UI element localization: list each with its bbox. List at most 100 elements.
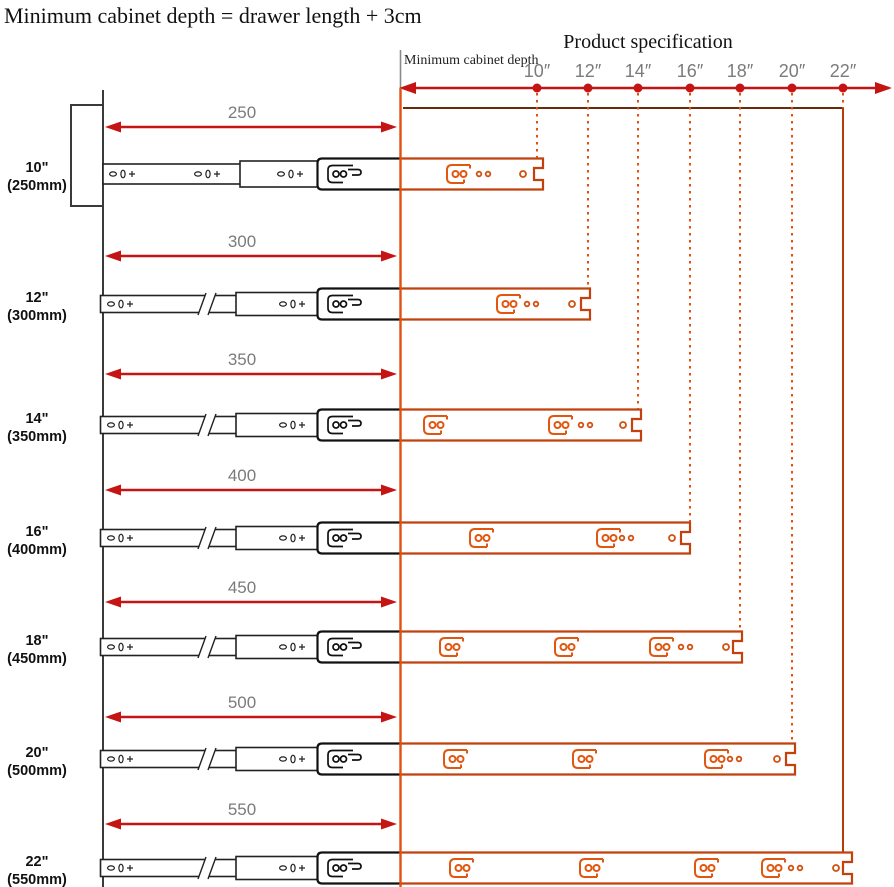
- row-size-label: 18": [25, 633, 48, 649]
- dim-arrow: [105, 368, 397, 380]
- slide-mid-rail: [235, 855, 322, 881]
- slide-mid-rail: [235, 291, 322, 317]
- dim-value: 300: [228, 232, 256, 251]
- screw-hole: [618, 534, 626, 542]
- screw-hole: [832, 864, 840, 872]
- dim-arrow: [105, 121, 397, 133]
- tick-label-10: 10″: [524, 61, 551, 81]
- screw-hole: [577, 421, 585, 429]
- tick-label-20: 20″: [779, 61, 806, 81]
- row-16-inch: 16" (400mm) 400: [7, 466, 692, 558]
- row-size-label: 12": [25, 290, 48, 306]
- diagram-title: Minimum cabinet depth = drawer length + …: [4, 3, 422, 28]
- slide-back-rail: [99, 294, 241, 314]
- row-mm-label: (450mm): [7, 651, 67, 667]
- screw-hole: [773, 755, 781, 763]
- dim-arrow: [105, 711, 397, 723]
- size-scale: 10″ 12″ 14″ 16″ 18″ 20″ 22″: [399, 61, 892, 94]
- spec-heading: Product specification: [563, 31, 732, 53]
- slide-extension: [400, 408, 643, 442]
- drawer-slide: [99, 521, 692, 555]
- screw-hole: [726, 755, 734, 763]
- dim-value: 350: [228, 350, 256, 369]
- slide-back-rail: [99, 637, 241, 657]
- tick-label-22: 22″: [830, 61, 857, 81]
- screw-hole: [722, 643, 730, 651]
- dim-arrow: [105, 596, 397, 608]
- row-size-label: 16": [25, 524, 48, 540]
- screw-hole: [586, 421, 594, 429]
- row-mm-label: (400mm): [7, 542, 67, 558]
- screw-hole: [787, 864, 795, 872]
- screw-hole: [532, 300, 540, 308]
- screw-hole: [677, 643, 685, 651]
- slide-extension: [400, 851, 854, 885]
- dim-value: 450: [228, 578, 256, 597]
- tick-label-12: 12″: [575, 61, 602, 81]
- screw-hole: [796, 864, 804, 872]
- drawer-slide: [99, 630, 744, 664]
- cabinet-side-bracket: [70, 104, 103, 207]
- drawer-slide: [99, 408, 643, 442]
- screw-hole: [519, 170, 527, 178]
- slide-mid-rail: [235, 412, 322, 438]
- min-cabinet-depth-label: Minimum cabinet depth: [404, 53, 539, 68]
- screw-hole: [627, 534, 635, 542]
- dim-value: 250: [228, 103, 256, 122]
- screw-hole: [619, 421, 627, 429]
- row-size-label: 10": [25, 160, 48, 176]
- screw-hole: [668, 534, 676, 542]
- dim-value: 500: [228, 693, 256, 712]
- row-mm-label: (500mm): [7, 763, 67, 779]
- screw-hole: [523, 300, 531, 308]
- row-mm-label: (350mm): [7, 429, 67, 445]
- screw-hole: [484, 170, 492, 178]
- screw-hole: [735, 755, 743, 763]
- slide-extension: [400, 287, 592, 321]
- slide-mid-rail: [235, 525, 322, 551]
- slide-extension: [400, 742, 797, 776]
- slide-mid-rail: [239, 160, 319, 188]
- scale-tick-dots: [532, 83, 848, 93]
- row-20-inch: 20" (500mm) 500: [7, 693, 797, 779]
- tick-label-18: 18″: [727, 61, 754, 81]
- slide-back-rail: [99, 749, 241, 769]
- row-size-label: 20": [25, 745, 48, 761]
- row-18-inch: 18" (450mm) 450: [7, 578, 744, 667]
- drawer-slide: [99, 742, 797, 776]
- tick-label-14: 14″: [625, 61, 652, 81]
- row-12-inch: 12" (300mm) 300: [7, 232, 592, 324]
- tick-label-16: 16″: [677, 61, 704, 81]
- row-22-inch: 22" (550mm) 550: [7, 800, 854, 887]
- row-14-inch: 14" (350mm) 350: [7, 350, 643, 445]
- dim-value: 550: [228, 800, 256, 819]
- row-mm-label: (300mm): [7, 308, 67, 324]
- slide-back-rail: [99, 858, 241, 878]
- row-10-inch: 10" (250mm) 250: [7, 103, 545, 194]
- tick-guides: [536, 93, 793, 743]
- slide-extension: [400, 157, 545, 191]
- slide-mid-rail: [235, 634, 322, 660]
- drawer-slide: [102, 157, 545, 191]
- slide-back-rail: [99, 528, 241, 548]
- dim-arrow: [105, 818, 397, 830]
- slide-back-rail: [99, 415, 241, 435]
- slide-extension: [400, 521, 692, 555]
- slide-extension: [400, 630, 744, 664]
- row-mm-label: (250mm): [7, 178, 67, 194]
- drawer-slide: [99, 851, 854, 885]
- row-mm-label: (550mm): [7, 872, 67, 887]
- scale-arrowhead-right: [875, 82, 892, 94]
- dim-arrow: [105, 484, 397, 496]
- screw-hole: [475, 170, 483, 178]
- screw-hole: [568, 300, 576, 308]
- slide-mid-rail: [235, 746, 322, 772]
- dim-arrow: [105, 250, 397, 262]
- row-size-label: 14": [25, 411, 48, 427]
- drawer-slide: [99, 287, 592, 321]
- dim-value: 400: [228, 466, 256, 485]
- screw-hole: [686, 643, 694, 651]
- scale-arrowhead-left: [399, 82, 416, 94]
- row-size-label: 22": [25, 854, 48, 870]
